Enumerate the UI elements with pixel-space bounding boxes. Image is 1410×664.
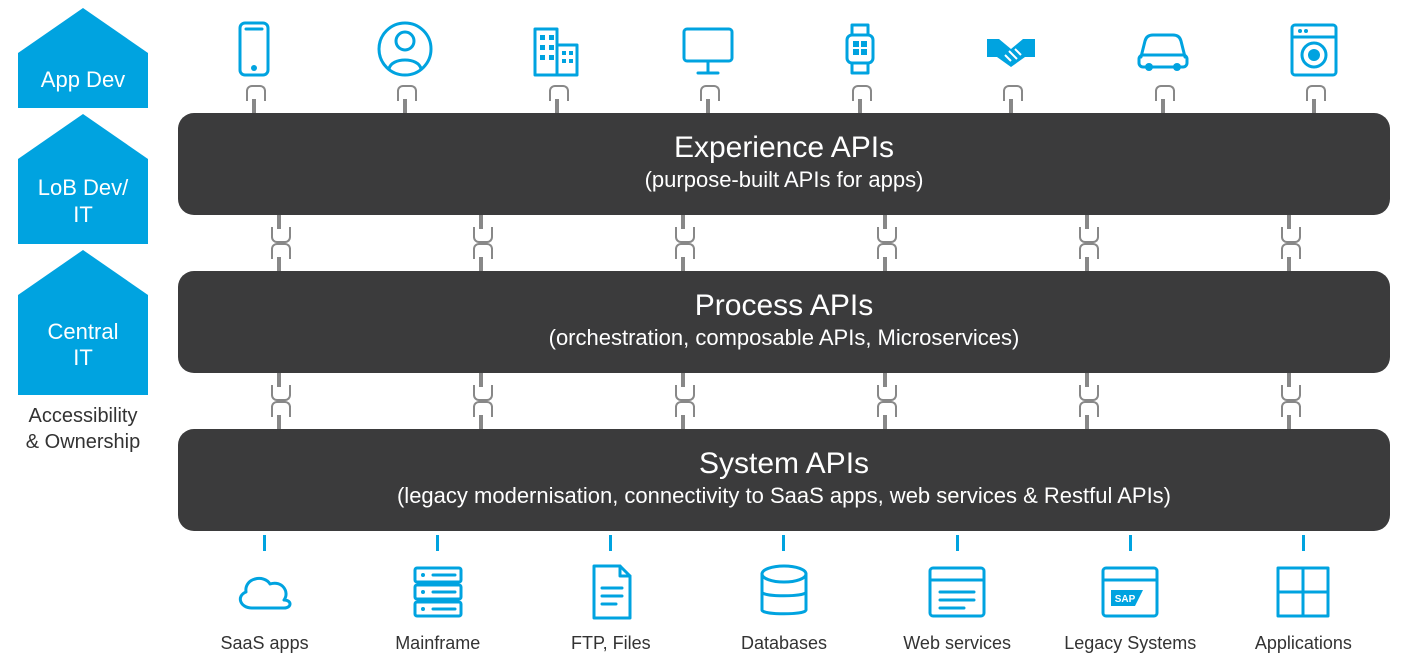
diagram-root: App Dev LoB Dev/ IT Central IT Accessibi… <box>0 0 1410 664</box>
layer-subtitle: (purpose-built APIs for apps) <box>198 167 1370 193</box>
car-icon <box>1127 13 1199 85</box>
connectors-top <box>178 85 1390 113</box>
connectors-sys-up <box>178 401 1390 429</box>
washer-icon <box>1278 13 1350 85</box>
system-databases: Databases <box>714 535 854 654</box>
arrow-lob-dev: LoB Dev/ IT <box>18 114 148 244</box>
connectors-proc-up <box>178 243 1390 271</box>
browser-icon <box>918 557 996 627</box>
arrow-app-dev: App Dev <box>18 8 148 108</box>
system-label: Databases <box>741 633 827 654</box>
system-legacy: SAP Legacy Systems <box>1060 535 1200 654</box>
svg-text:SAP: SAP <box>1115 594 1136 605</box>
handshake-icon <box>975 13 1047 85</box>
smartphone-icon <box>218 13 290 85</box>
buildings-icon <box>521 13 593 85</box>
system-applications: Applications <box>1233 535 1373 654</box>
system-label: Web services <box>903 633 1011 654</box>
layers-column: Experience APIs (purpose-built APIs for … <box>158 8 1390 654</box>
system-label: SaaS apps <box>221 633 309 654</box>
layer-process: Process APIs (orchestration, composable … <box>178 271 1390 373</box>
sap-icon: SAP <box>1091 557 1169 627</box>
systems-row: SaaS apps Mainframe FTP, Files Databases <box>178 535 1390 654</box>
database-icon <box>745 557 823 627</box>
connectors-proc-down <box>178 373 1390 401</box>
system-saas: SaaS apps <box>195 535 335 654</box>
connectors-exp-down <box>178 215 1390 243</box>
arrow-column-footer: Accessibility & Ownership <box>26 403 141 455</box>
consumer-icons-row <box>178 8 1390 85</box>
layer-system: System APIs (legacy modernisation, conne… <box>178 429 1390 531</box>
system-ftp: FTP, Files <box>541 535 681 654</box>
ownership-arrow-column: App Dev LoB Dev/ IT Central IT Accessibi… <box>8 8 158 654</box>
layer-title: Process APIs <box>198 289 1370 323</box>
layer-subtitle: (orchestration, composable APIs, Microse… <box>198 325 1370 351</box>
system-webservices: Web services <box>887 535 1027 654</box>
layer-subtitle: (legacy modernisation, connectivity to S… <box>198 483 1370 509</box>
system-mainframe: Mainframe <box>368 535 508 654</box>
layer-experience: Experience APIs (purpose-built APIs for … <box>178 113 1390 215</box>
system-label: FTP, Files <box>571 633 651 654</box>
cloud-icon <box>226 557 304 627</box>
user-icon <box>369 13 441 85</box>
arrow-label: App Dev <box>18 53 148 108</box>
arrow-label: Central IT <box>18 295 148 395</box>
system-label: Applications <box>1255 633 1352 654</box>
arrow-label: LoB Dev/ IT <box>18 159 148 244</box>
layer-title: System APIs <box>198 447 1370 481</box>
layer-title: Experience APIs <box>198 131 1370 165</box>
monitor-icon <box>672 13 744 85</box>
arrow-central-it: Central IT <box>18 250 148 395</box>
system-label: Mainframe <box>395 633 480 654</box>
mainframe-icon <box>399 557 477 627</box>
file-icon <box>572 557 650 627</box>
smartwatch-icon <box>824 13 896 85</box>
grid-icon <box>1264 557 1342 627</box>
system-label: Legacy Systems <box>1064 633 1196 654</box>
